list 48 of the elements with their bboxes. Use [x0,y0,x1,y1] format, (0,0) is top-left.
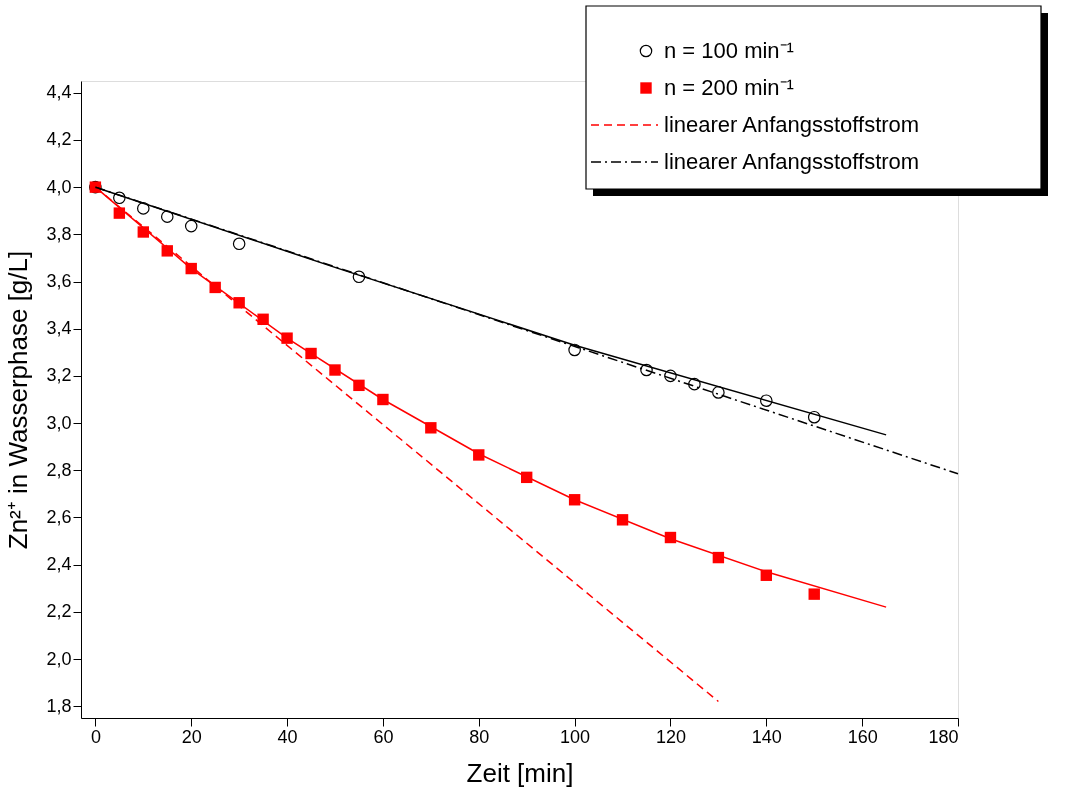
y-tick-label: 2,4 [46,554,72,575]
y-tick-label: 4,0 [46,176,72,197]
point [425,422,437,434]
point [688,377,701,391]
point [329,364,341,376]
y-axis-title: Zn²⁺ in Wasserphase [g/L] [3,250,34,550]
point [352,270,366,284]
y-tick-label: 3,6 [46,271,72,292]
x-tick-label: 120 [655,726,686,747]
point [281,332,293,344]
x-tick-label: 180 [928,726,959,747]
x-tick-label: 100 [560,726,591,747]
y-tick-label: 3,0 [46,412,72,433]
y-tick-label: 3,2 [46,365,72,386]
y-tick-label: 2,8 [46,459,72,480]
y-tick-label: 2,2 [46,601,72,622]
legend-label: linearer Anfangsstoffstrom [664,149,920,174]
point [232,237,246,251]
y-tick-label: 1,8 [46,695,72,716]
point [113,207,126,219]
x-tick-label: 0 [90,726,101,747]
legend-label: n = 100 min⁻¹ [664,38,794,63]
point [184,219,198,233]
x-tick-label: 20 [181,726,202,747]
point [712,386,725,399]
y-tick-label: 2,6 [46,506,72,527]
x-tick-label: 160 [847,726,878,747]
point [760,394,773,407]
point [137,202,150,215]
x-axis-title: Zeit [min] [466,757,574,788]
point [664,369,677,383]
y-tick-label: 3,4 [46,318,72,339]
x-tick-label: 80 [469,726,490,747]
y-tick-label: 4,2 [46,129,72,150]
x-tick-label: 60 [373,726,394,747]
y-tick-label: 2,0 [46,648,72,669]
point [640,363,653,377]
y-tick-label: 4,4 [46,82,72,103]
legend-label: linearer Anfangsstoffstrom [664,112,920,137]
y-tick-label: 3,8 [46,223,72,244]
point [113,191,126,205]
point [160,210,174,223]
point [568,343,581,357]
legend-label: n = 200 min⁻¹ [664,75,794,100]
point [808,588,820,600]
x-tick-label: 40 [277,726,298,747]
x-tick-label: 140 [751,726,782,747]
point [807,410,821,424]
